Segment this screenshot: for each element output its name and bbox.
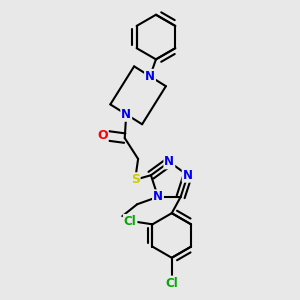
Text: Cl: Cl [165,277,178,290]
Text: N: N [153,190,163,203]
Text: N: N [121,108,131,121]
Text: N: N [145,70,155,83]
Text: N: N [183,169,193,182]
Text: S: S [130,173,140,186]
Text: Cl: Cl [124,215,136,228]
Text: O: O [97,129,108,142]
Text: N: N [164,155,174,168]
